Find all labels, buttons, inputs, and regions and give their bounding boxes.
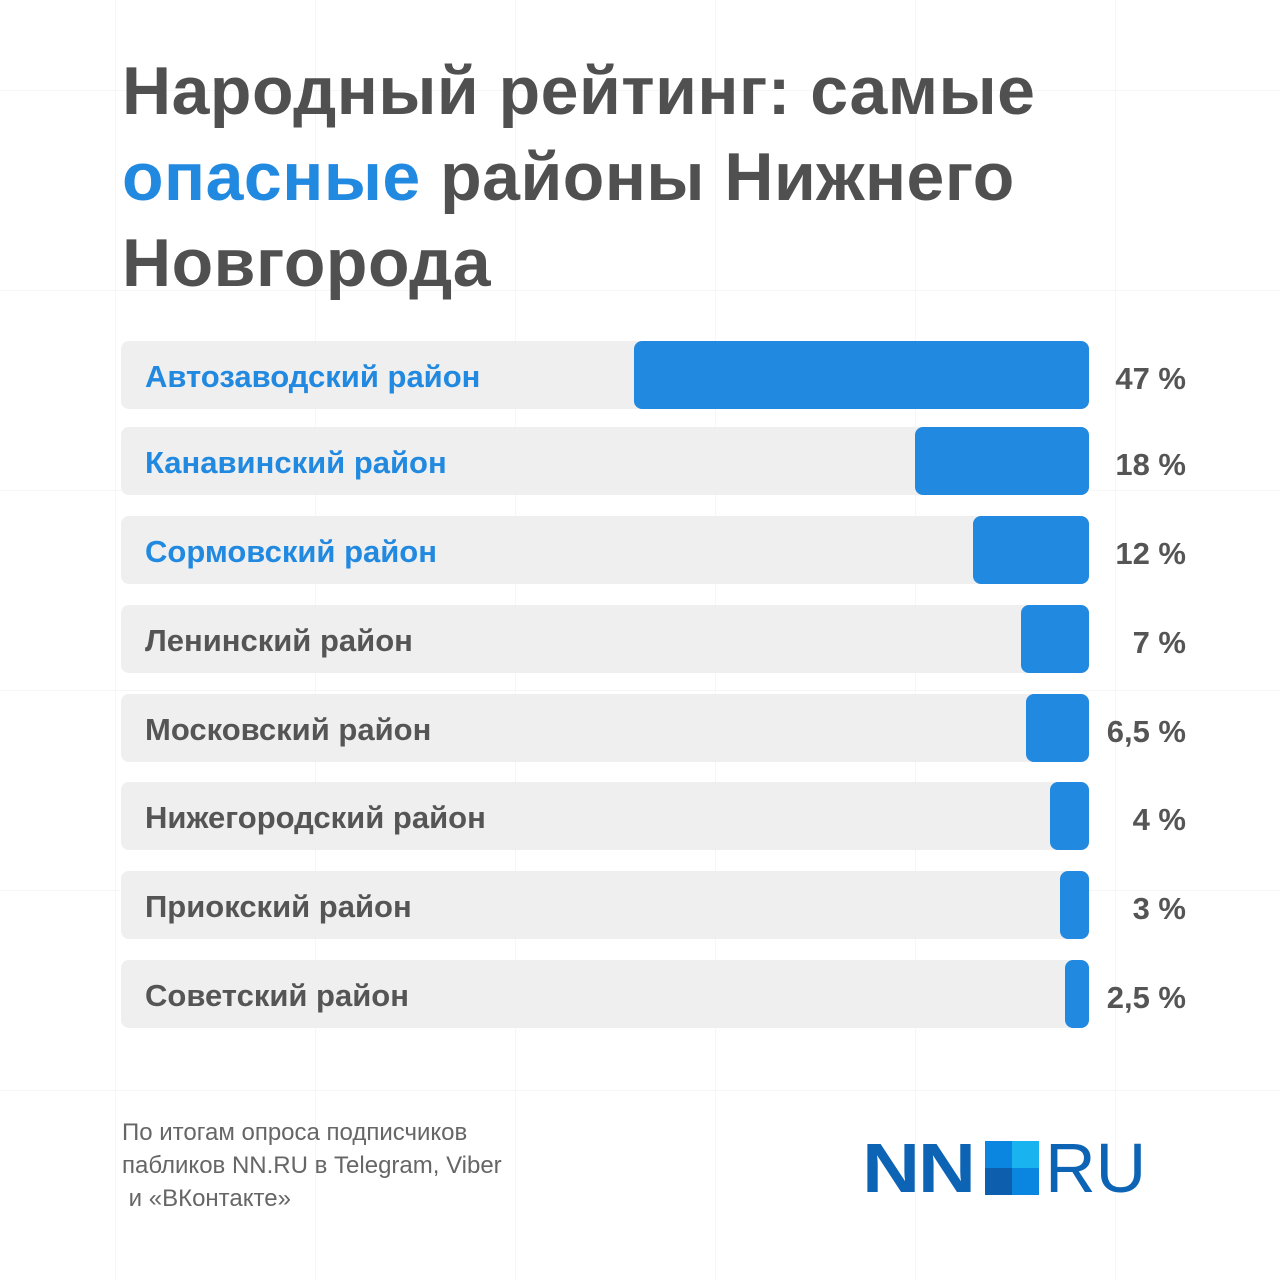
bar-row: Приокский район bbox=[121, 871, 1089, 939]
bar-label: Ленинский район bbox=[145, 623, 413, 658]
value-label: 47 % bbox=[1115, 361, 1186, 396]
bar bbox=[1064, 960, 1089, 1028]
bar-label: Московский район bbox=[145, 712, 432, 747]
bar bbox=[1050, 782, 1089, 850]
bar-label: Сормовский район bbox=[145, 534, 437, 569]
logo-squares-icon bbox=[985, 1141, 1040, 1195]
footnote: По итогам опроса подписчиков пабликов NN… bbox=[122, 1116, 502, 1215]
value-label: 18 % bbox=[1115, 447, 1186, 482]
page-title: Народный рейтинг: самые опасные районы Н… bbox=[122, 48, 1122, 306]
value-label: 2,5 % bbox=[1106, 980, 1186, 1015]
title-highlight: опасные bbox=[122, 139, 421, 215]
bar-row: Ленинский район bbox=[121, 605, 1089, 673]
nnru-logo: NN RU bbox=[862, 1129, 1147, 1207]
bar bbox=[1059, 871, 1089, 939]
footnote-line: пабликов NN.RU в Telegram, Viber bbox=[122, 1152, 502, 1179]
footnote-line: По итогам опроса подписчиков bbox=[122, 1119, 468, 1146]
footnote-line: и «ВКонтакте» bbox=[122, 1185, 291, 1212]
logo-text-ru: RU bbox=[1045, 1129, 1147, 1207]
bar-label: Канавинский район bbox=[145, 445, 447, 480]
bar bbox=[914, 427, 1089, 495]
title-text: Народный рейтинг: самые bbox=[122, 53, 1036, 129]
bar bbox=[1026, 694, 1089, 762]
value-label: 12 % bbox=[1115, 536, 1186, 571]
bar-label: Приокский район bbox=[145, 889, 412, 924]
value-label: 7 % bbox=[1132, 625, 1186, 660]
bar bbox=[1021, 605, 1089, 673]
value-label: 3 % bbox=[1132, 891, 1186, 926]
value-label: 6,5 % bbox=[1106, 714, 1186, 749]
bar-label: Советский район bbox=[145, 978, 409, 1013]
bar-row: Советский район bbox=[121, 960, 1089, 1028]
value-label: 4 % bbox=[1132, 802, 1186, 837]
logo-text-nn: NN bbox=[862, 1129, 976, 1207]
bar-row: Канавинский район bbox=[121, 427, 1089, 495]
bar-label: Нижегородский район bbox=[145, 800, 486, 835]
bar-row: Автозаводский район bbox=[121, 341, 1089, 409]
title-text-2: районы Нижнего Новгорода bbox=[122, 139, 1015, 301]
bar-row: Сормовский район bbox=[121, 516, 1089, 584]
bar-row: Нижегородский район bbox=[121, 782, 1089, 850]
bar-row: Московский район bbox=[121, 694, 1089, 762]
bar-label: Автозаводский район bbox=[145, 359, 481, 394]
bar bbox=[972, 516, 1089, 584]
bar bbox=[634, 341, 1089, 409]
